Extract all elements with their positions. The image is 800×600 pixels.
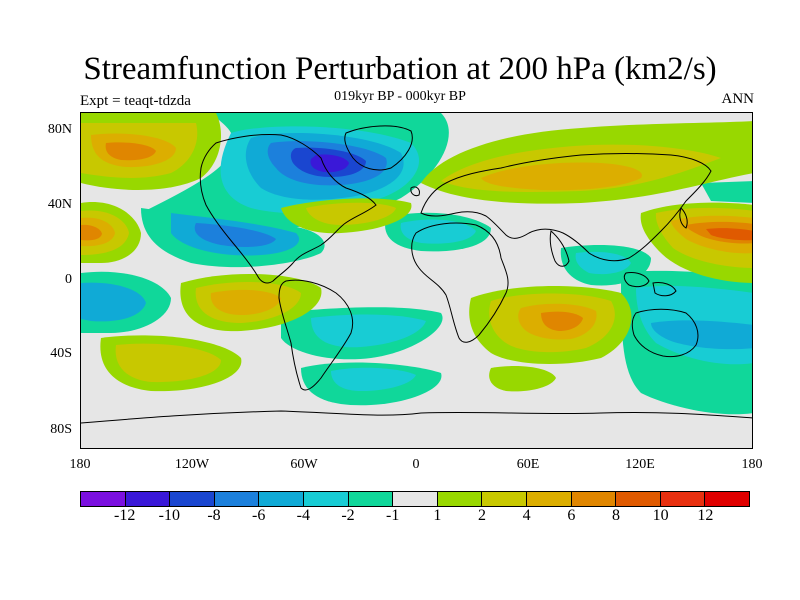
positive-anomaly-regions bbox=[81, 113, 752, 392]
x-axis-label-120e: 120E bbox=[625, 457, 655, 472]
colorbar-swatch-1 bbox=[125, 492, 171, 506]
season-label: ANN bbox=[721, 91, 755, 107]
colorbar-label-1: -10 bbox=[158, 507, 180, 524]
colorbar-swatch-13 bbox=[660, 492, 706, 506]
plot-title: Streamfunction Perturbation at 200 hPa (… bbox=[83, 51, 717, 87]
x-axis-label-60e: 60E bbox=[516, 457, 540, 472]
negative-anomaly-regions bbox=[81, 113, 752, 415]
y-axis-label-40n: 40N bbox=[47, 197, 72, 212]
colorbar-swatch-7 bbox=[393, 492, 438, 506]
colorbar-label-3: -6 bbox=[251, 507, 266, 524]
colorbar-swatch-0 bbox=[81, 492, 126, 506]
colorbar-label-5: -2 bbox=[341, 507, 355, 524]
colorbar-swatch-9 bbox=[482, 492, 527, 506]
colorbar-label-6: -1 bbox=[385, 507, 400, 524]
plot-subtitle: 019kyr BP - 000kyr BP bbox=[334, 89, 466, 104]
colorbar-label-0: -12 bbox=[113, 507, 136, 524]
x-axis-label-0: 0 bbox=[412, 457, 420, 472]
colorbar-swatch-14 bbox=[705, 492, 749, 506]
x-axis-label-60w: 60W bbox=[290, 457, 318, 472]
colorbar-swatch-4 bbox=[259, 492, 304, 506]
experiment-label: Expt = teaqt-tdzda bbox=[80, 93, 191, 109]
colorbar-label-10: 6 bbox=[567, 507, 576, 524]
colorbar-swatch-11 bbox=[571, 492, 617, 506]
y-axis-label-80n: 80N bbox=[47, 122, 72, 137]
map-panel bbox=[80, 112, 753, 449]
colorbar-label-4: -4 bbox=[296, 507, 310, 524]
colorbar-label-8: 2 bbox=[478, 507, 486, 524]
south-atlantic-high bbox=[489, 366, 556, 392]
colorbar bbox=[80, 491, 750, 507]
colorbar-swatch-6 bbox=[348, 492, 394, 506]
colorbar-swatch-3 bbox=[214, 492, 260, 506]
colorbar-label-11: 8 bbox=[612, 507, 620, 524]
x-axis-label-120w: 120W bbox=[174, 457, 210, 472]
colorbar-swatch-2 bbox=[170, 492, 215, 506]
x-axis-label-180w: 180 bbox=[69, 457, 91, 472]
y-axis-label-80s: 80S bbox=[50, 422, 72, 437]
streamfunction-map bbox=[81, 113, 752, 448]
colorbar-label-13: 12 bbox=[697, 507, 714, 524]
colorbar-label-12: 10 bbox=[652, 507, 669, 524]
coastlines bbox=[81, 125, 752, 424]
colorbar-label-2: -8 bbox=[207, 507, 221, 524]
siberia-low bbox=[701, 181, 752, 203]
colorbar-swatch-8 bbox=[437, 492, 483, 506]
colorbar-swatch-10 bbox=[526, 492, 572, 506]
colorbar-swatch-5 bbox=[303, 492, 349, 506]
colorbar-label-9: 4 bbox=[522, 507, 531, 524]
colorbar-label-7: 1 bbox=[433, 507, 442, 524]
y-axis-label-0: 0 bbox=[65, 272, 72, 287]
x-axis-label-180e: 180 bbox=[741, 457, 763, 472]
colorbar-swatch-12 bbox=[616, 492, 661, 506]
y-axis-label-40s: 40S bbox=[50, 346, 72, 361]
